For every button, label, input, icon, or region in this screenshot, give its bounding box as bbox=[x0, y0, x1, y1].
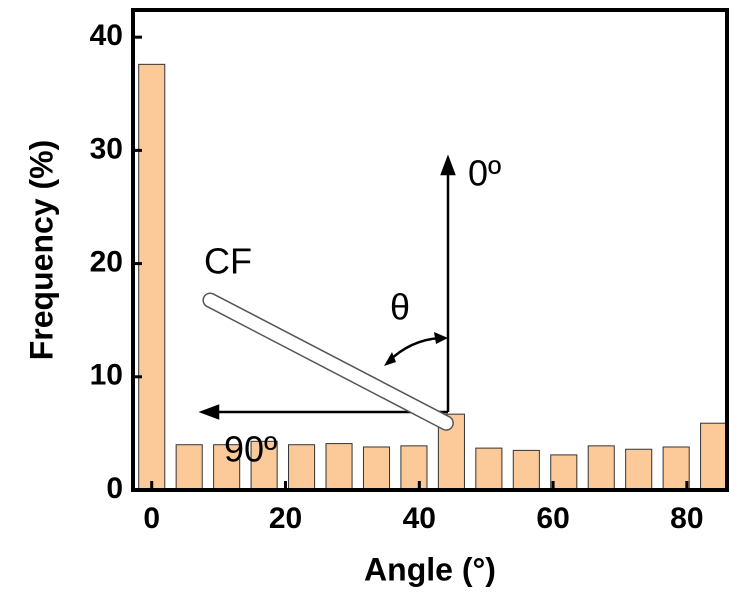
bar bbox=[400, 445, 428, 491]
x-tick-label: 0 bbox=[143, 502, 160, 535]
bar bbox=[700, 422, 728, 491]
annotation: θ bbox=[390, 287, 410, 328]
fiber bbox=[202, 292, 454, 431]
arrowhead bbox=[198, 404, 220, 420]
bar bbox=[550, 454, 578, 491]
plot-area: 0 10 20 30 40 0 20 40 60 80 bbox=[90, 8, 729, 535]
y-axis-title: Frequency (%) bbox=[23, 140, 59, 360]
arrowhead bbox=[384, 352, 396, 366]
bar bbox=[325, 443, 353, 491]
plot-frame bbox=[131, 8, 729, 492]
arrowhead bbox=[434, 332, 448, 344]
bar bbox=[288, 444, 316, 491]
annotation: 90º bbox=[224, 429, 277, 470]
annotation: 0º bbox=[468, 153, 501, 194]
angle-arc bbox=[387, 336, 441, 363]
bar bbox=[475, 447, 503, 491]
bar bbox=[138, 63, 166, 491]
bar bbox=[587, 445, 615, 491]
annotation: CF bbox=[204, 241, 252, 282]
bar bbox=[213, 444, 241, 491]
x-tick-label: 80 bbox=[670, 502, 703, 535]
y-tick-label: 40 bbox=[90, 19, 123, 52]
bar bbox=[512, 449, 540, 491]
y-tick-label: 20 bbox=[90, 246, 123, 279]
x-tick-label: 20 bbox=[269, 502, 302, 535]
bar bbox=[250, 440, 278, 491]
bar bbox=[175, 444, 203, 491]
bar bbox=[662, 446, 690, 491]
x-tick-label: 60 bbox=[536, 502, 569, 535]
bar bbox=[625, 448, 653, 491]
y-tick-label: 30 bbox=[90, 132, 123, 165]
y-tick-label: 0 bbox=[106, 472, 123, 505]
bar bbox=[362, 446, 391, 491]
diagram bbox=[198, 154, 456, 431]
x-tick-label: 40 bbox=[403, 502, 436, 535]
arrowhead bbox=[440, 154, 456, 176]
y-tick-label: 10 bbox=[90, 359, 123, 392]
x-axis-title: Angle (°) bbox=[364, 551, 496, 587]
